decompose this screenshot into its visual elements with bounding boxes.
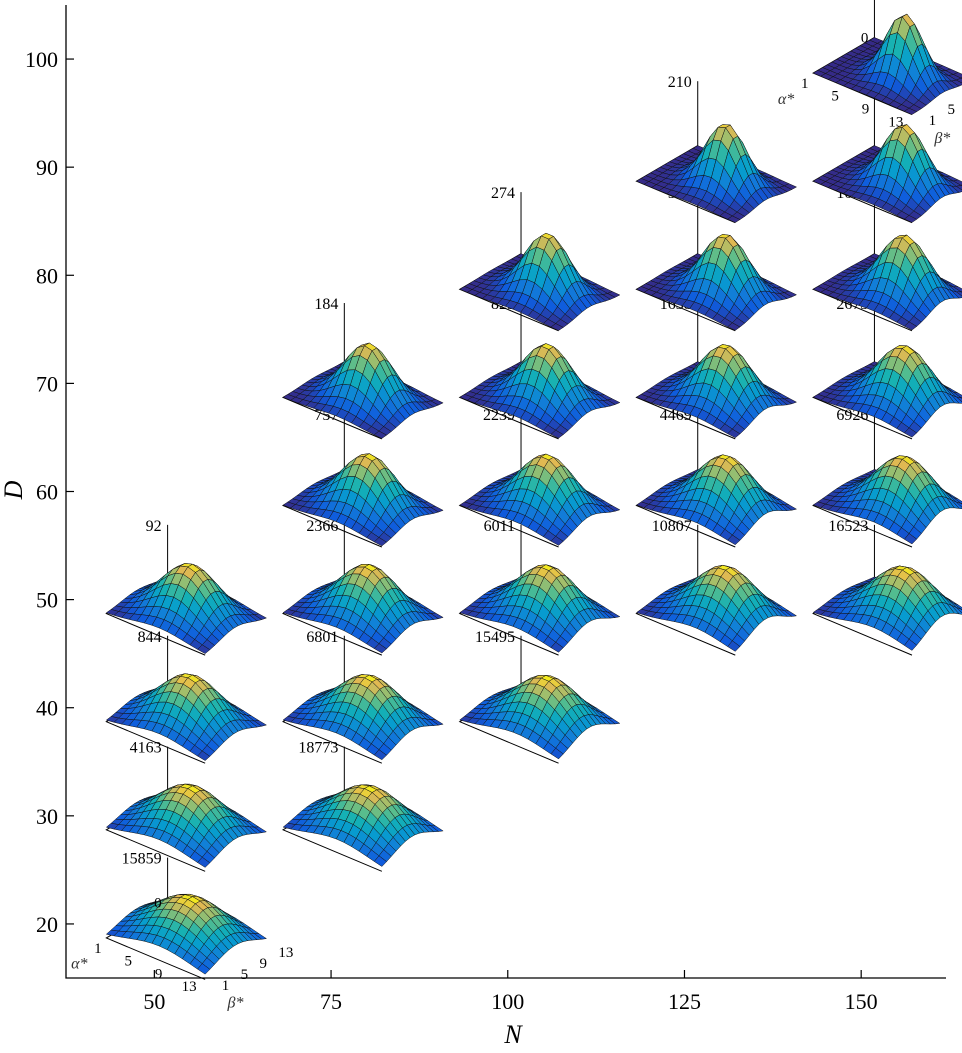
inset-alpha-tick: 9 (155, 966, 163, 982)
x-tick-label: 100 (491, 989, 524, 1014)
surface-plot: 2239 (458, 407, 621, 548)
max-count-label: 4163 (130, 740, 162, 757)
surface-patch (197, 644, 211, 654)
surface-patch (373, 749, 387, 761)
surface-patch (550, 641, 564, 653)
axes (65, 5, 946, 979)
max-count-label: 210 (668, 74, 692, 91)
max-count-label: 15495 (475, 629, 515, 646)
inset-alpha-tick: 13 (888, 114, 903, 130)
surface-plot: 825 (458, 296, 621, 440)
inset-beta-label: β* (933, 130, 950, 147)
max-count-label: 15859 (122, 851, 162, 868)
x-ticks: 50 75 100 125 150 (143, 970, 878, 1014)
inset-z-min-label: 0 (154, 895, 162, 911)
y-tick-label: 70 (36, 371, 58, 396)
surface-plot: 6801 (281, 629, 444, 764)
inset-beta-tick: 5 (241, 967, 249, 983)
y-tick-label: 20 (36, 912, 58, 937)
inset-beta-tick: 9 (259, 956, 267, 972)
surface-patch (373, 855, 387, 867)
max-count-label: 92 (146, 518, 162, 535)
y-tick-label: 30 (36, 804, 58, 829)
inset-beta-tick: 1 (929, 113, 937, 129)
surface-patch (550, 535, 564, 546)
max-count-label: 274 (491, 185, 515, 202)
surface-plot: 757 (281, 407, 444, 548)
surface-patch (197, 750, 211, 761)
surface-plot: 18773 (281, 740, 444, 872)
surface-plot: 2366 (281, 518, 444, 656)
surface-plot: 16523 (812, 518, 962, 656)
surface-plot: 844 (105, 629, 268, 764)
inset-alpha-tick: 1 (94, 941, 102, 957)
axis-frame (65, 5, 946, 979)
inset-alpha-tick: 5 (125, 954, 133, 970)
y-tick-label: 90 (36, 155, 58, 180)
max-count-label: 10807 (652, 518, 692, 535)
inset-alpha-label: α* (778, 91, 794, 108)
inset-beta-label: β* (226, 995, 243, 1012)
max-count-label: 6011 (484, 518, 515, 535)
y-tick-label: 80 (36, 263, 58, 288)
surface-patch (550, 429, 564, 439)
max-count-label: 2366 (306, 518, 338, 535)
max-count-label: 18773 (298, 740, 338, 757)
x-axis-label: N (503, 1020, 523, 1049)
surface-plot: 274 (458, 185, 621, 332)
surface-patch (550, 323, 564, 331)
y-tick-label: 40 (36, 696, 58, 721)
surface-patch (373, 537, 388, 547)
inset-alpha-tick: 9 (862, 102, 870, 118)
surface-plot: 10807 (635, 518, 798, 656)
surface-plot: 15495 (458, 629, 621, 764)
x-tick-label: 50 (143, 989, 165, 1014)
surface-patch (550, 747, 564, 760)
surface-patch (373, 643, 387, 654)
inset-beta-tick: 1 (222, 978, 230, 994)
inset-alpha-tick: 1 (801, 76, 809, 92)
y-axis-label: D (0, 480, 28, 500)
max-count-label: 844 (138, 629, 162, 646)
surface-plot: 4163 (105, 740, 268, 872)
surface-plot: 6011 (458, 518, 621, 656)
x-tick-label: 125 (668, 989, 701, 1014)
y-tick-label: 50 (36, 588, 58, 613)
y-ticks: 20 30 40 50 60 70 80 90 100 (25, 47, 74, 937)
x-tick-label: 75 (320, 989, 342, 1014)
inset-beta-tick: 5 (947, 102, 955, 118)
surface-plot: 210 (635, 74, 798, 224)
y-tick-label: 60 (36, 480, 58, 505)
surface-patch (197, 856, 211, 868)
y-tick-label: 100 (25, 47, 58, 72)
max-count-label: 6801 (306, 629, 338, 646)
inset-z-min-label: 0 (861, 30, 869, 46)
surface-plot: 92 (105, 518, 268, 656)
inset-alpha-tick: 5 (831, 89, 839, 105)
max-count-label: 184 (314, 296, 338, 313)
inset-alpha-label: α* (71, 956, 87, 973)
x-tick-label: 150 (845, 989, 878, 1014)
inset-alpha-tick: 13 (182, 979, 197, 995)
surface-plot: 15859 (105, 851, 268, 980)
surface-patch (197, 963, 211, 975)
surface-patch (373, 430, 388, 439)
inset-beta-tick: 13 (278, 945, 293, 961)
surface-plot: 184 (281, 296, 444, 440)
